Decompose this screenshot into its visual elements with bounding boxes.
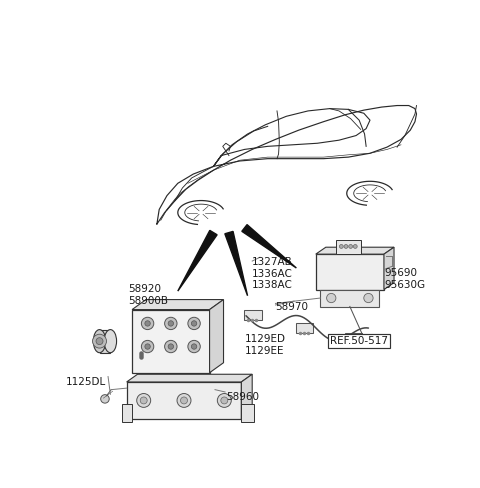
Circle shape xyxy=(192,344,197,349)
Text: 1129ED
1129EE: 1129ED 1129EE xyxy=(244,334,286,356)
Circle shape xyxy=(101,395,109,403)
Text: REF.50-517: REF.50-517 xyxy=(330,336,388,346)
Circle shape xyxy=(96,338,103,345)
Circle shape xyxy=(137,393,151,407)
Text: 1125DL: 1125DL xyxy=(66,377,107,386)
Text: 58960: 58960 xyxy=(227,392,260,402)
FancyBboxPatch shape xyxy=(345,333,362,343)
Circle shape xyxy=(217,393,231,407)
Circle shape xyxy=(177,393,191,407)
FancyBboxPatch shape xyxy=(244,309,262,320)
Circle shape xyxy=(353,244,357,248)
Circle shape xyxy=(221,397,228,404)
Text: 58920
58900B: 58920 58900B xyxy=(128,284,168,306)
Circle shape xyxy=(180,397,188,404)
FancyBboxPatch shape xyxy=(321,289,379,306)
Circle shape xyxy=(168,321,174,326)
FancyBboxPatch shape xyxy=(241,404,254,422)
Circle shape xyxy=(142,317,154,329)
FancyBboxPatch shape xyxy=(122,404,132,422)
Circle shape xyxy=(326,293,336,303)
Circle shape xyxy=(188,341,200,353)
Ellipse shape xyxy=(93,329,106,353)
Text: 95690
95630G: 95690 95630G xyxy=(384,268,425,289)
Circle shape xyxy=(145,344,150,349)
Circle shape xyxy=(93,334,107,348)
Circle shape xyxy=(142,341,154,353)
Text: 58970: 58970 xyxy=(276,302,309,312)
FancyBboxPatch shape xyxy=(316,254,384,289)
Polygon shape xyxy=(127,374,252,382)
Circle shape xyxy=(165,317,177,329)
Circle shape xyxy=(188,317,200,329)
Polygon shape xyxy=(225,231,248,296)
Text: 1327AB
1336AC
1338AC: 1327AB 1336AC 1338AC xyxy=(252,257,293,290)
Ellipse shape xyxy=(104,329,117,353)
Polygon shape xyxy=(132,300,224,309)
FancyBboxPatch shape xyxy=(132,309,210,373)
Polygon shape xyxy=(316,247,394,254)
Polygon shape xyxy=(210,300,224,373)
Circle shape xyxy=(364,293,373,303)
Polygon shape xyxy=(384,247,394,289)
FancyBboxPatch shape xyxy=(127,382,241,419)
Circle shape xyxy=(165,341,177,353)
Polygon shape xyxy=(178,230,217,291)
Circle shape xyxy=(348,244,353,248)
Circle shape xyxy=(192,321,197,326)
Circle shape xyxy=(145,321,150,326)
Circle shape xyxy=(339,244,343,248)
Polygon shape xyxy=(241,374,252,419)
FancyBboxPatch shape xyxy=(296,324,313,333)
Circle shape xyxy=(168,344,174,349)
Circle shape xyxy=(140,397,147,404)
FancyBboxPatch shape xyxy=(336,240,360,254)
Circle shape xyxy=(344,244,348,248)
Polygon shape xyxy=(242,224,296,268)
Polygon shape xyxy=(99,330,110,353)
